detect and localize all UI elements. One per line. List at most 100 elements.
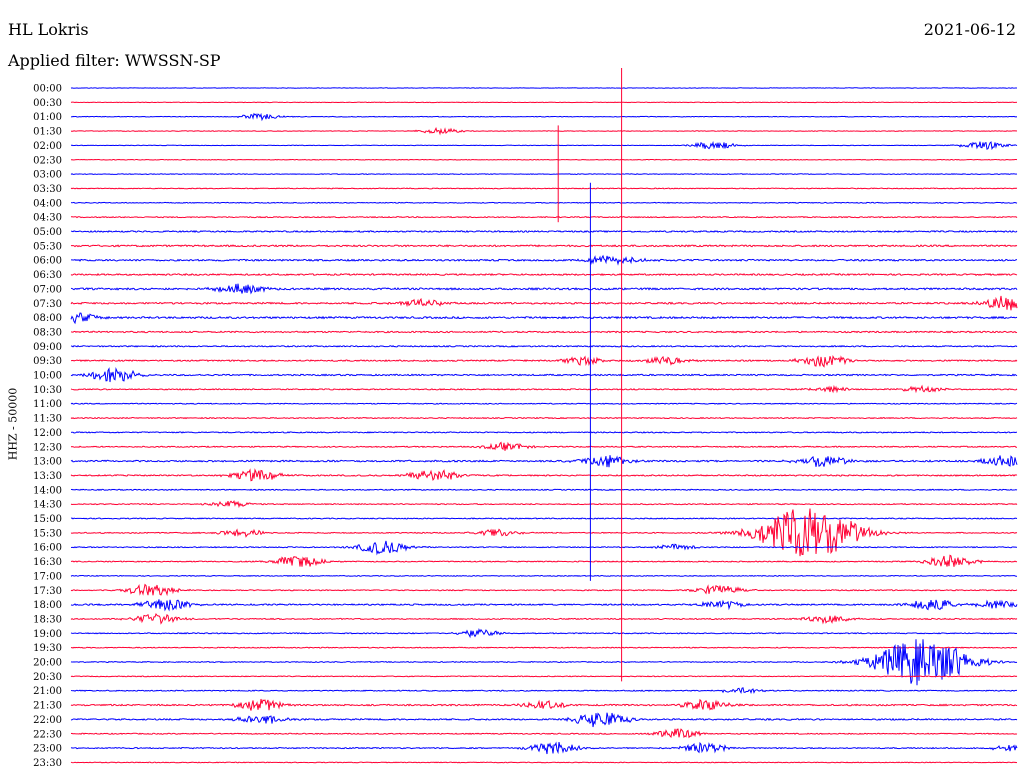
time-tick-0130: 01:30	[33, 127, 62, 138]
time-tick-1700: 17:00	[33, 571, 62, 582]
time-tick-1230: 12:30	[33, 442, 62, 453]
time-tick-1630: 16:30	[33, 557, 62, 568]
time-tick-0230: 02:30	[33, 155, 62, 166]
seismic-traces	[70, 87, 1018, 764]
time-tick-1530: 15:30	[33, 528, 62, 539]
trace-line-1500	[70, 517, 1018, 520]
trace-line-0630	[70, 272, 1018, 277]
time-tick-0030: 00:30	[33, 98, 62, 109]
date-label: 2021-06-12	[923, 20, 1016, 39]
time-tick-0330: 03:30	[33, 184, 62, 195]
time-tick-1330: 13:30	[33, 471, 62, 482]
trace-line-1600	[70, 540, 1018, 556]
trace-line-0930	[70, 354, 1018, 368]
trace-line-0100	[70, 112, 1018, 122]
time-tick-1130: 11:30	[33, 414, 62, 425]
time-tick-1500: 15:00	[33, 514, 62, 525]
station-name: HL Lokris	[8, 20, 89, 39]
spike-artifacts	[557, 68, 623, 682]
trace-line-1730	[70, 583, 1018, 597]
trace-line-0500	[70, 230, 1018, 234]
time-tick-0200: 02:00	[33, 141, 62, 152]
time-tick-1300: 13:00	[33, 457, 62, 468]
trace-line-1100	[70, 402, 1018, 405]
trace-line-1700	[70, 574, 1018, 577]
time-tick-0930: 09:30	[33, 356, 62, 367]
trace-line-0530	[70, 244, 1018, 248]
time-tick-2130: 21:30	[33, 701, 62, 712]
trace-line-0430	[70, 216, 1018, 219]
time-tick-1030: 10:30	[33, 385, 62, 396]
trace-line-1630	[70, 554, 1018, 567]
time-tick-2230: 22:30	[33, 729, 62, 740]
trace-line-2200	[70, 712, 1018, 728]
time-tick-1830: 18:30	[33, 614, 62, 625]
time-tick-2000: 20:00	[33, 658, 62, 669]
time-tick-0500: 05:00	[33, 227, 62, 238]
time-tick-1400: 14:00	[33, 485, 62, 496]
time-tick-1800: 18:00	[33, 600, 62, 611]
time-tick-2330: 23:30	[33, 758, 62, 769]
trace-line-0330	[70, 187, 1018, 190]
trace-line-1130	[70, 416, 1018, 420]
trace-line-0130	[70, 126, 1018, 136]
trace-line-2000	[70, 639, 1018, 686]
time-tick-0630: 06:30	[33, 270, 62, 281]
trace-line-0200	[70, 140, 1018, 151]
trace-line-1900	[70, 627, 1018, 639]
trace-line-0400	[70, 201, 1018, 204]
trace-line-1000	[70, 367, 1018, 383]
trace-line-1400	[70, 488, 1018, 491]
time-tick-1900: 19:00	[33, 629, 62, 640]
time-tick-2200: 22:00	[33, 715, 62, 726]
time-tick-2030: 20:30	[33, 672, 62, 683]
trace-line-1300	[70, 455, 1018, 468]
trace-line-1830	[70, 613, 1018, 625]
time-tick-2100: 21:00	[33, 686, 62, 697]
trace-line-0700	[70, 283, 1018, 295]
trace-line-0830	[70, 330, 1018, 334]
trace-line-0000	[70, 87, 1018, 89]
trace-line-0030	[70, 101, 1018, 104]
time-tick-0100: 01:00	[33, 112, 62, 123]
trace-line-1200	[70, 431, 1018, 434]
time-tick-2300: 23:00	[33, 744, 62, 755]
filter-label: Applied filter: WWSSN-SP	[8, 51, 221, 70]
trace-line-1430	[70, 500, 1018, 509]
trace-line-2030	[70, 675, 1018, 678]
trace-line-0600	[70, 254, 1018, 266]
time-tick-1100: 11:00	[33, 399, 62, 410]
trace-line-1330	[70, 468, 1018, 482]
time-tick-0900: 09:00	[33, 342, 62, 353]
time-tick-0430: 04:30	[33, 213, 62, 224]
trace-line-2130	[70, 698, 1018, 711]
trace-line-1230	[70, 441, 1018, 451]
trace-line-0300	[70, 173, 1018, 176]
time-tick-1730: 17:30	[33, 586, 62, 597]
trace-line-2330	[70, 761, 1018, 764]
trace-line-0730	[70, 295, 1018, 311]
time-tick-0600: 06:00	[33, 256, 62, 267]
time-tick-0800: 08:00	[33, 313, 62, 324]
trace-line-1800	[70, 599, 1018, 612]
time-tick-labels: 00:00 00:30 01:00 01:30 02:00 02:30 03:00 03:30…	[33, 84, 62, 769]
time-tick-1430: 14:30	[33, 500, 62, 511]
time-tick-1000: 10:00	[33, 371, 62, 382]
trace-line-1030	[70, 384, 1018, 394]
trace-line-1930	[70, 646, 1018, 649]
trace-line-2300	[70, 741, 1018, 755]
time-tick-1200: 12:00	[33, 428, 62, 439]
trace-line-2100	[70, 687, 1018, 695]
time-tick-0300: 03:00	[33, 170, 62, 181]
trace-line-0900	[70, 344, 1018, 348]
trace-line-2230	[70, 728, 1018, 739]
time-tick-0400: 04:00	[33, 198, 62, 209]
trace-line-1530	[70, 508, 1018, 557]
trace-line-0800	[70, 312, 1018, 325]
time-tick-1600: 16:00	[33, 543, 62, 554]
time-tick-0830: 08:30	[33, 327, 62, 338]
time-tick-1930: 19:30	[33, 643, 62, 654]
time-tick-0000: 00:00	[33, 84, 62, 95]
trace-line-0230	[70, 158, 1018, 161]
